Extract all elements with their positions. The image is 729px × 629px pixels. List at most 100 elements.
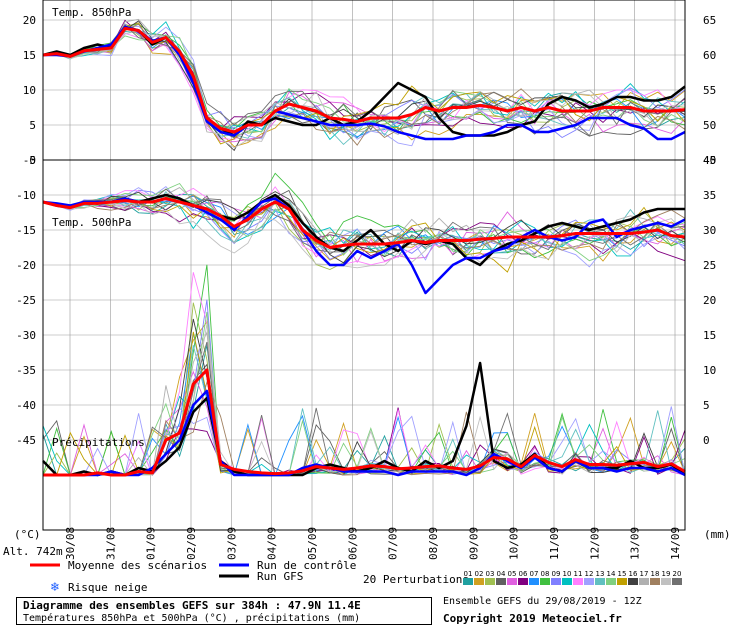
perturbation-line — [42, 194, 686, 251]
perturbation-number: 12 — [585, 570, 594, 578]
footer-subtitle: Températures 850hPa et 500hPa (°C) , pré… — [23, 613, 361, 624]
right-tick-label: 50 — [703, 119, 716, 132]
right-tick-label: 40 — [703, 154, 716, 167]
perturbation-swatch — [496, 578, 506, 585]
perturbation-line — [42, 199, 686, 273]
perturbation-swatch — [573, 578, 583, 585]
perturbation-number: 18 — [651, 570, 660, 578]
main-series-lines — [42, 25, 686, 477]
right-tick-label: 10 — [703, 364, 716, 377]
x-tick-label: 08/09 — [427, 527, 440, 560]
perturbation-line — [42, 182, 686, 262]
perturbation-swatch — [507, 578, 517, 585]
perturbation-number: 06 — [519, 570, 528, 578]
series-line — [42, 193, 685, 267]
left-tick-label: 20 — [23, 14, 36, 27]
x-tick-label: 11/09 — [548, 527, 561, 560]
perturbation-swatch — [562, 578, 572, 585]
right-tick-label: 65 — [703, 14, 716, 27]
x-tick-label: 02/09 — [185, 527, 198, 560]
x-tick-label: 01/09 — [145, 527, 158, 560]
series-line — [43, 368, 686, 477]
perturbation-number: 03 — [486, 570, 495, 578]
perturbation-line — [42, 344, 686, 476]
series-line — [43, 389, 686, 477]
perturbation-line — [42, 172, 686, 259]
footer-info-box: Diagramme des ensembles GEFS sur 384h : … — [16, 597, 432, 625]
perturbation-swatch — [650, 578, 660, 585]
left-tick-label: -10 — [16, 189, 36, 202]
perturbation-line — [43, 311, 686, 476]
left-tick-label: -40 — [16, 399, 36, 412]
x-tick-label: 30/08 — [64, 527, 77, 560]
perturbation-number: 04 — [497, 570, 506, 578]
perturbation-swatch — [540, 578, 550, 585]
perturbation-swatch — [595, 578, 605, 585]
series-line — [42, 197, 686, 249]
legend-gfs-label: Run GFS — [257, 570, 303, 583]
perturbation-legend: 01 02 03 04 05 06 07 08 09 10 11 12 13 14 15 16 17 18 19 20 — [463, 570, 682, 585]
x-tick-label: 05/09 — [306, 527, 319, 560]
perturbation-swatch — [661, 578, 671, 585]
x-tick-label: 03/09 — [225, 527, 238, 560]
panel-title-850: Temp. 850hPa — [52, 6, 131, 19]
x-tick-label: 06/09 — [346, 527, 359, 560]
perturbation-number: 08 — [541, 570, 550, 578]
x-tick-label: 07/09 — [387, 527, 400, 560]
perturbation-number: 05 — [508, 570, 517, 578]
left-tick-label: -30 — [16, 329, 36, 342]
legend-snow-label: Risque neige — [68, 581, 147, 594]
perturbation-line — [42, 22, 686, 145]
perturbation-lines — [42, 18, 686, 477]
panel-title-precip: Précipitations — [52, 436, 145, 449]
perturbation-swatch — [606, 578, 616, 585]
right-tick-label: 55 — [703, 84, 716, 97]
perturbation-line — [42, 25, 686, 147]
left-tick-label: -25 — [16, 294, 36, 307]
perturbation-number: 07 — [530, 570, 539, 578]
right-tick-label: 45 — [703, 154, 716, 167]
series-line — [42, 26, 686, 134]
perturbation-line — [42, 18, 686, 135]
run-info: Ensemble GEFS du 29/08/2019 - 12Z — [443, 596, 642, 607]
perturbation-swatch — [639, 578, 649, 585]
right-tick-label: 15 — [703, 329, 716, 342]
perturbation-swatch — [474, 578, 484, 585]
perturbation-swatch — [463, 578, 473, 585]
perturbation-swatch — [551, 578, 561, 585]
x-tick-label: 09/09 — [467, 527, 480, 560]
right-tick-label: 35 — [703, 189, 716, 202]
x-tick-label: 04/09 — [266, 527, 279, 560]
x-tick-label: 31/08 — [104, 527, 117, 560]
left-tick-label: -45 — [16, 434, 36, 447]
perturbation-swatch — [584, 578, 594, 585]
altitude-label: Alt. 742m — [3, 545, 63, 558]
right-unit-label: (mm) — [704, 528, 729, 541]
perturbation-line — [42, 25, 686, 143]
perturbation-swatch — [518, 578, 528, 585]
perturbation-number: 17 — [640, 570, 649, 578]
right-tick-label: 0 — [703, 434, 710, 447]
perturbation-number: 11 — [574, 570, 583, 578]
perturbation-swatch — [672, 578, 682, 585]
legend-perturbations-label: 20 Perturbations — [363, 573, 469, 586]
left-tick-label: -35 — [16, 364, 36, 377]
perturbation-line — [43, 345, 686, 476]
perturbation-number: 19 — [662, 570, 671, 578]
perturbation-swatch — [485, 578, 495, 585]
right-tick-label: 25 — [703, 259, 716, 272]
perturbation-number: 14 — [607, 570, 616, 578]
perturbation-number: 20 — [673, 570, 682, 578]
plot-frame — [42, 0, 686, 531]
left-tick-label: -5 — [23, 154, 36, 167]
perturbation-number: 01 — [464, 570, 473, 578]
panel-title-500: Temp. 500hPa — [52, 216, 131, 229]
x-tick-label: 14/09 — [669, 527, 682, 560]
right-tick-label: 20 — [703, 294, 716, 307]
perturbation-line — [42, 30, 686, 149]
left-tick-label: 0 — [29, 154, 36, 167]
perturbation-line — [42, 23, 686, 146]
left-unit-label: (°C) — [14, 528, 41, 541]
footer-title: Diagramme des ensembles GEFS sur 384h : … — [23, 599, 361, 612]
